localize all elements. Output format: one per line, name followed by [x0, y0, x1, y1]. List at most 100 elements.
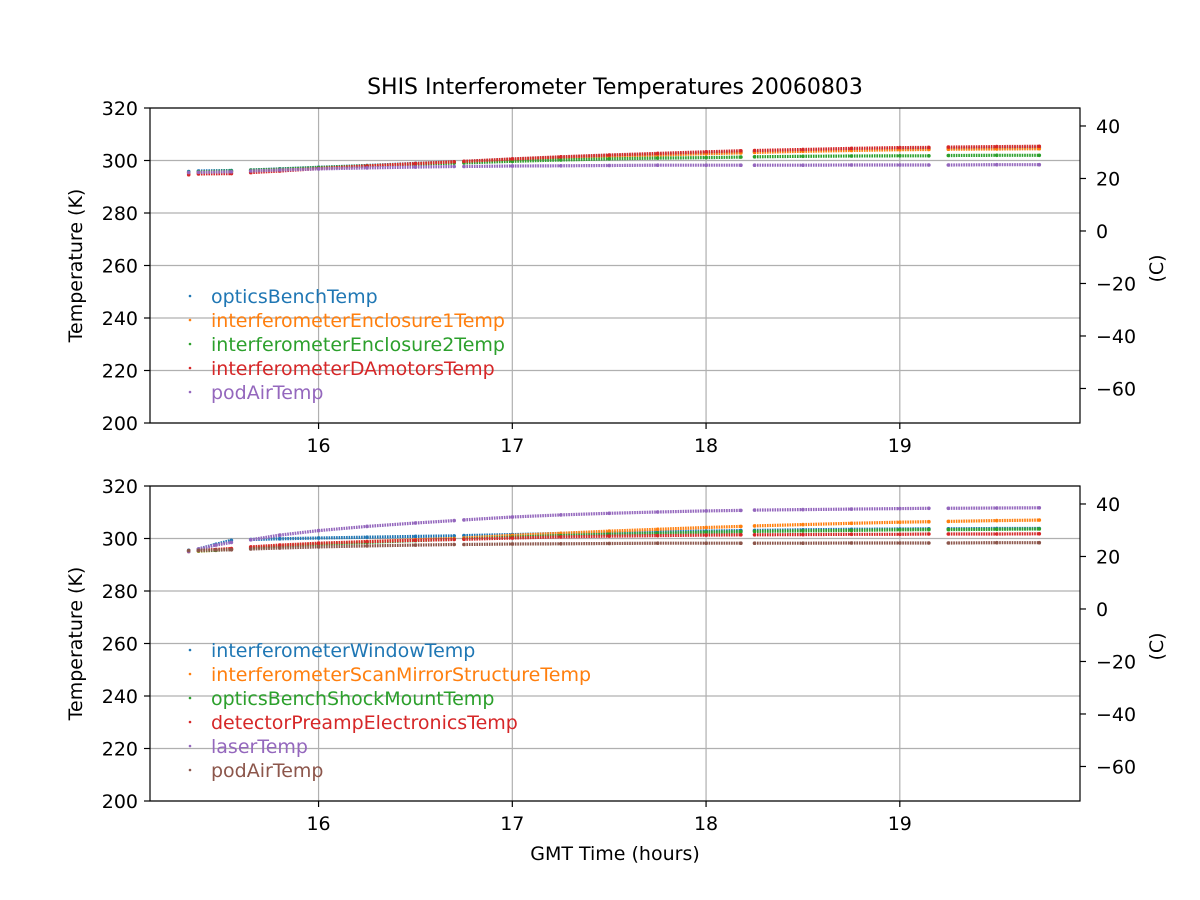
data-point: [510, 157, 515, 161]
data-point: [607, 163, 611, 168]
data-point: [927, 506, 931, 511]
series-line: [198, 163, 1040, 174]
data-point: [655, 151, 660, 156]
data-point: [898, 532, 902, 537]
y2-tick-label: −40: [1096, 326, 1136, 348]
data-point: [752, 541, 757, 545]
y2-tick-label: −20: [1096, 273, 1136, 295]
legend-entry: opticsBenchTemp: [211, 286, 378, 308]
data-point: [186, 170, 191, 175]
y-tick-label: 220: [102, 739, 138, 761]
data-point: [559, 164, 563, 168]
y2-tick-label: 0: [1096, 599, 1108, 621]
series-podAirTemp: [186, 162, 1042, 175]
y2-tick-label: 40: [1096, 494, 1120, 516]
legend-entry: interferometerWindowTemp: [211, 640, 475, 662]
data-point: [849, 146, 854, 151]
data-point: [898, 520, 902, 524]
data-point: [607, 529, 611, 533]
legend-marker: [188, 318, 192, 322]
data-point: [316, 541, 321, 545]
data-point: [946, 506, 951, 511]
data-point: [559, 542, 563, 546]
legend-marker: [188, 294, 192, 298]
y-tick-label: 280: [102, 203, 138, 225]
y2-tick-label: 20: [1096, 546, 1120, 568]
chart-title: SHIS Interferometer Temperatures 2006080…: [367, 75, 863, 100]
y-tick-label: 320: [102, 476, 138, 498]
data-point: [229, 548, 234, 552]
y-tick-label: 300: [102, 529, 138, 551]
data-point: [704, 525, 708, 530]
data-point: [927, 154, 931, 158]
data-point: [452, 160, 457, 164]
data-point: [462, 542, 466, 547]
data-point: [229, 540, 234, 545]
data-point: [849, 163, 854, 167]
data-point: [452, 164, 457, 169]
y-axis-label: Temperature (K): [65, 189, 87, 344]
data-point: [801, 507, 805, 512]
data-point: [462, 518, 466, 522]
data-point: [413, 534, 418, 539]
data-point: [946, 519, 951, 524]
data-point: [704, 150, 708, 154]
y2-axis-label: (C): [1146, 632, 1168, 660]
data-point: [559, 155, 563, 159]
y-tick-label: 200: [102, 791, 138, 813]
y-tick-label: 320: [102, 98, 138, 120]
legend-entry: laserTemp: [211, 736, 308, 758]
x-axis-label: GMT Time (hours): [530, 843, 700, 865]
data-point: [994, 532, 999, 536]
data-point: [898, 528, 902, 532]
y2-tick-label: −20: [1096, 651, 1136, 673]
data-point: [704, 541, 708, 545]
data-point: [898, 163, 902, 167]
data-point: [214, 543, 218, 547]
y2-axis-label: (C): [1146, 254, 1168, 282]
legend: interferometerWindowTempinterferometerSc…: [188, 640, 591, 782]
data-point: [752, 148, 757, 153]
data-point: [278, 168, 282, 172]
data-point: [196, 548, 201, 553]
data-point: [946, 145, 951, 149]
x-tick-label: 19: [888, 435, 912, 457]
data-point: [1037, 532, 1042, 536]
data-point: [752, 529, 757, 534]
x-tick-label: 16: [306, 435, 330, 457]
data-point: [849, 528, 854, 533]
data-point: [704, 155, 708, 160]
data-point: [801, 163, 805, 167]
data-point: [946, 527, 951, 532]
data-point: [801, 147, 805, 152]
data-point: [801, 541, 805, 545]
legend-marker: [188, 648, 192, 652]
data-point: [994, 144, 999, 149]
data-point: [365, 535, 369, 539]
data-point: [655, 541, 660, 545]
data-point: [739, 541, 743, 545]
data-point: [510, 164, 515, 168]
data-point: [186, 548, 191, 553]
data-point: [655, 163, 660, 167]
data-point: [278, 546, 282, 550]
data-point: [1037, 527, 1042, 531]
data-point: [1037, 518, 1042, 522]
data-point: [510, 515, 515, 519]
y2-tick-label: −60: [1096, 378, 1136, 400]
data-point: [655, 510, 660, 514]
y2-tick-label: −60: [1096, 756, 1136, 778]
data-point: [739, 163, 743, 167]
legend-entry: podAirTemp: [211, 382, 323, 404]
data-point: [214, 548, 218, 552]
x-tick-label: 18: [694, 435, 718, 457]
data-point: [413, 538, 418, 543]
data-point: [1037, 540, 1042, 545]
chart-panel-2: 16 17 18 19 200 220 240 260 280 300 320 −60 −40 −20 0 2…: [65, 476, 1168, 865]
x-tick-label: 18: [694, 813, 718, 835]
y-tick-label: 280: [102, 581, 138, 603]
y-tick-label: 240: [102, 308, 138, 330]
y-tick-label: 260: [102, 256, 138, 278]
x-tick-label: 17: [500, 813, 524, 835]
data-point: [994, 162, 999, 167]
